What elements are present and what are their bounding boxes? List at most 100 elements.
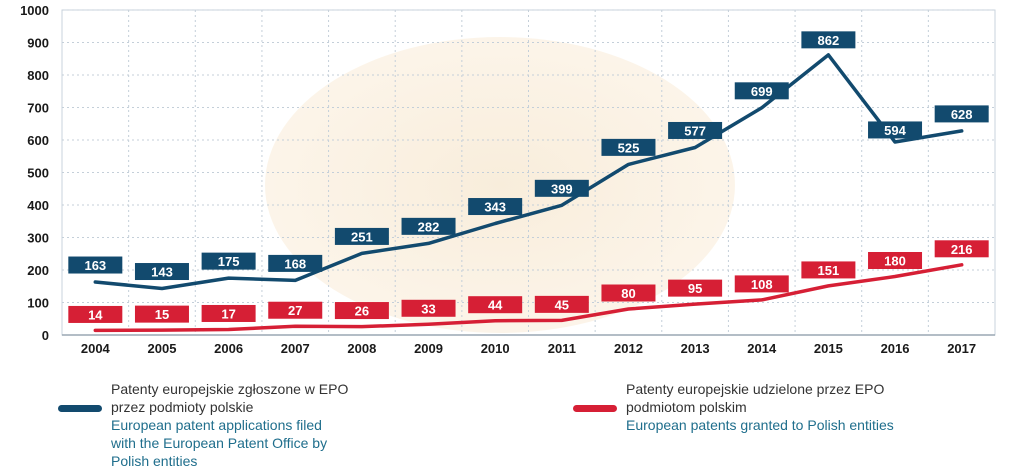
legend-grants-en-1: European patents granted to Polish entit… <box>626 417 894 433</box>
data-label-box <box>868 121 923 139</box>
y-tick-label: 700 <box>27 101 49 116</box>
y-axis: 0 100 200 300 400 500 600 700 800 900 1000 <box>20 3 49 343</box>
series-line-grants <box>93 263 964 333</box>
watermark-emblem <box>265 37 735 333</box>
x-tick-label: 2004 <box>81 341 111 356</box>
legend-swatch-grants <box>573 405 617 412</box>
y-tick-label: 600 <box>27 133 49 148</box>
data-label-box <box>668 121 723 139</box>
data-label-text: 251 <box>351 229 373 244</box>
x-tick-label: 2015 <box>814 341 843 356</box>
legend-applications-pl-2: przez podmioty polskie <box>111 399 254 415</box>
y-tick-label: 100 <box>27 296 49 311</box>
data-label-applications: 699 <box>734 82 789 100</box>
data-label-box <box>134 263 189 281</box>
y-tick-label: 800 <box>27 68 49 83</box>
data-label-grants: 151 <box>801 261 856 279</box>
y-tick-label: 0 <box>42 328 49 343</box>
data-label-text: 15 <box>155 307 169 322</box>
legend-applications: Patenty europejskie zgłoszone w EPO prze… <box>111 380 441 470</box>
legend-grants-pl-1: Patenty europejskie udzielone przez EPO <box>626 381 885 397</box>
data-label-grants: 95 <box>668 279 723 297</box>
y-tick-label: 300 <box>27 231 49 246</box>
data-label-text: 95 <box>688 281 702 296</box>
data-label-box <box>801 31 856 49</box>
data-label-text: 577 <box>684 123 706 138</box>
data-label-grants: 216 <box>934 240 989 258</box>
data-label-applications: 143 <box>134 263 189 281</box>
y-tick-label: 1000 <box>20 3 49 18</box>
data-label-text: 14 <box>88 307 103 322</box>
x-tick-label: 2017 <box>947 341 976 356</box>
data-label-applications: 577 <box>668 121 723 139</box>
data-label-text: 699 <box>751 84 773 99</box>
data-label-text: 628 <box>951 107 973 122</box>
data-label-text: 525 <box>618 140 640 155</box>
data-label-text: 175 <box>218 254 240 269</box>
x-tick-label: 2006 <box>214 341 243 356</box>
x-tick-label: 2012 <box>614 341 643 356</box>
data-label-box <box>534 179 589 197</box>
data-label-box <box>868 252 923 269</box>
data-label-text: 399 <box>551 181 573 196</box>
data-label-applications: 399 <box>534 179 589 197</box>
x-tick-label: 2008 <box>347 341 376 356</box>
data-label-text: 343 <box>484 200 506 215</box>
data-label-grants: 44 <box>468 296 523 314</box>
legend-applications-pl-1: Patenty europejskie zgłoszone w EPO <box>111 381 349 397</box>
data-label-applications: 163 <box>68 256 123 274</box>
data-label-text: 80 <box>621 286 635 301</box>
data-label-text: 45 <box>555 297 569 312</box>
data-label-box <box>334 227 389 245</box>
data-label-box <box>401 217 456 235</box>
data-label-text: 594 <box>884 123 906 138</box>
data-label-box <box>468 296 523 314</box>
data-label-grants: 180 <box>868 252 923 269</box>
data-label-grants: 80 <box>601 284 656 302</box>
data-label-applications: 168 <box>268 254 323 272</box>
data-label-text: 27 <box>288 303 302 318</box>
x-axis: 2004 2005 2006 2007 2008 2009 2010 2011 2012 2013… <box>81 341 976 356</box>
data-label-grants: 17 <box>201 304 256 322</box>
data-label-text: 26 <box>355 304 369 319</box>
data-label-grants: 26 <box>334 302 389 320</box>
data-label-text: 216 <box>951 242 973 257</box>
data-label-text: 44 <box>488 298 503 313</box>
data-label-box <box>601 284 656 302</box>
data-label-applications: 251 <box>334 227 389 245</box>
x-tick-label: 2016 <box>881 341 910 356</box>
data-label-grants: 14 <box>68 305 123 323</box>
data-label-text: 143 <box>151 265 173 280</box>
data-label-applications: 343 <box>468 198 523 216</box>
series-group <box>93 53 964 333</box>
legend-applications-en-1: European patent applications filed <box>111 417 322 433</box>
data-label-grants: 108 <box>734 275 789 293</box>
data-label-box <box>334 302 389 320</box>
series-line-applications <box>93 53 964 291</box>
data-label-box <box>268 254 323 272</box>
data-label-grants: 45 <box>534 295 589 313</box>
data-label-box <box>268 301 323 319</box>
data-label-applications: 862 <box>801 31 856 49</box>
data-label-box <box>201 252 256 270</box>
grid <box>61 9 996 336</box>
data-label-box <box>468 198 523 216</box>
x-tick-label: 2007 <box>281 341 310 356</box>
data-label-box <box>734 82 789 100</box>
data-label-grants: 33 <box>401 299 456 317</box>
data-label-applications: 628 <box>934 105 989 123</box>
data-label-applications: 282 <box>401 217 456 235</box>
data-label-text: 282 <box>418 219 440 234</box>
data-label-box <box>801 261 856 279</box>
data-label-box <box>201 304 256 322</box>
data-label-text: 862 <box>818 33 840 48</box>
data-label-box <box>601 138 656 156</box>
data-label-applications: 594 <box>868 121 923 139</box>
data-label-box <box>401 299 456 317</box>
data-label-text: 168 <box>284 256 306 271</box>
data-label-text: 33 <box>421 301 435 316</box>
legend-grants-pl-2: podmiotom polskim <box>626 399 747 415</box>
legend-applications-en-3: Polish entities <box>111 453 198 469</box>
data-label-applications: 175 <box>201 252 256 270</box>
